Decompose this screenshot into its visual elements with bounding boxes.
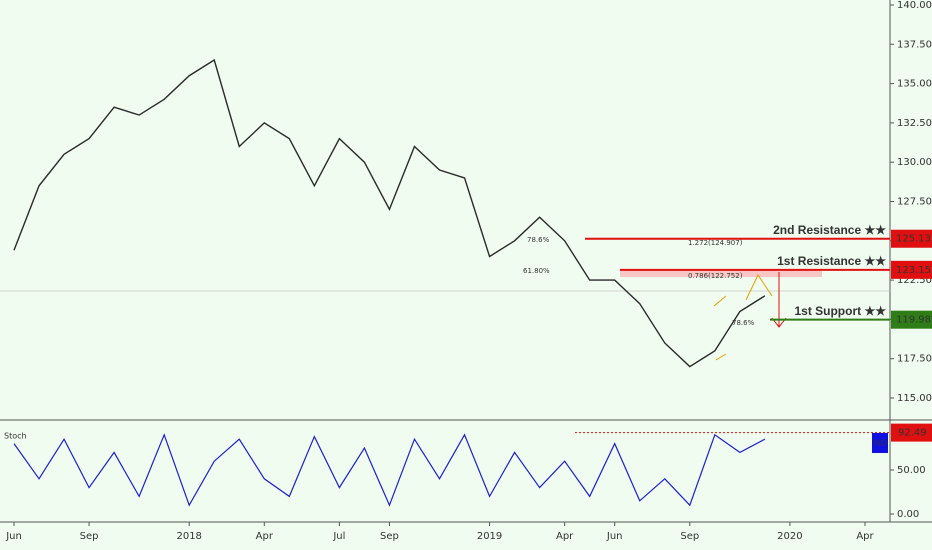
x-tick-label: 2018	[176, 531, 201, 542]
y-tick-label: 127.500	[897, 197, 932, 208]
d-tag	[872, 433, 888, 453]
x-tick-label: Apr	[256, 531, 274, 542]
fib-label: 78.6%	[527, 236, 550, 244]
x-tick-label: 2019	[477, 531, 502, 542]
y-tick-label: 117.500	[897, 354, 932, 365]
price-tag-label: 119.982	[896, 315, 932, 326]
level-name: 1st Resistance ★★	[777, 254, 886, 268]
arrow	[713, 295, 727, 307]
price-tag	[891, 310, 932, 329]
arrow	[715, 353, 727, 361]
price-tag	[891, 229, 932, 248]
fib-label: 61.80%	[523, 267, 550, 275]
resistance-zone	[620, 269, 822, 277]
x-tick-label: Apr	[856, 531, 874, 542]
x-tick-label: Sep	[680, 531, 699, 542]
arrow-head	[771, 317, 787, 328]
fib-label: 78.6%	[732, 319, 755, 327]
indicator-name: Stoch	[4, 432, 27, 441]
x-tick-label: Sep	[80, 531, 99, 542]
y2-tick-label: 50.00	[897, 465, 926, 476]
stoch-tag	[891, 423, 932, 442]
stoch-tag-label: 92.49	[898, 428, 927, 439]
y-tick-label: 130.000	[897, 157, 932, 168]
x-tick-label: Jun	[5, 531, 22, 542]
price-tag-label: 125.131	[896, 234, 932, 245]
fib-label: 0.786(122.752)	[688, 272, 743, 280]
x-tick-label: Sep	[380, 531, 399, 542]
level-name: 1st Support ★★	[794, 304, 886, 318]
x-tick-label: 2020	[777, 531, 802, 542]
arrow	[745, 273, 773, 301]
y-tick-label: 115.000	[897, 393, 932, 404]
y2-tick-label: 0.00	[897, 509, 919, 520]
x-tick-label: Jul	[332, 531, 345, 542]
fib-label: 1.272(124.907)	[688, 239, 743, 247]
y-tick-label: 135.000	[897, 79, 932, 90]
x-tick-label: Jun	[606, 531, 623, 542]
price-tag-label: 123.153	[896, 265, 932, 276]
stoch-line	[13, 433, 766, 507]
d-tag-label: %D	[873, 439, 887, 448]
y-tick-label: 132.500	[897, 118, 932, 129]
y-tick-label: 137.500	[897, 39, 932, 50]
y-tick-label: 122.500	[897, 275, 932, 286]
level-name: 2nd Resistance ★★	[773, 223, 886, 237]
price-tag	[891, 260, 932, 279]
price-line	[13, 58, 766, 368]
y-tick-label: 140.000	[897, 0, 932, 11]
x-tick-label: Apr	[556, 531, 574, 542]
